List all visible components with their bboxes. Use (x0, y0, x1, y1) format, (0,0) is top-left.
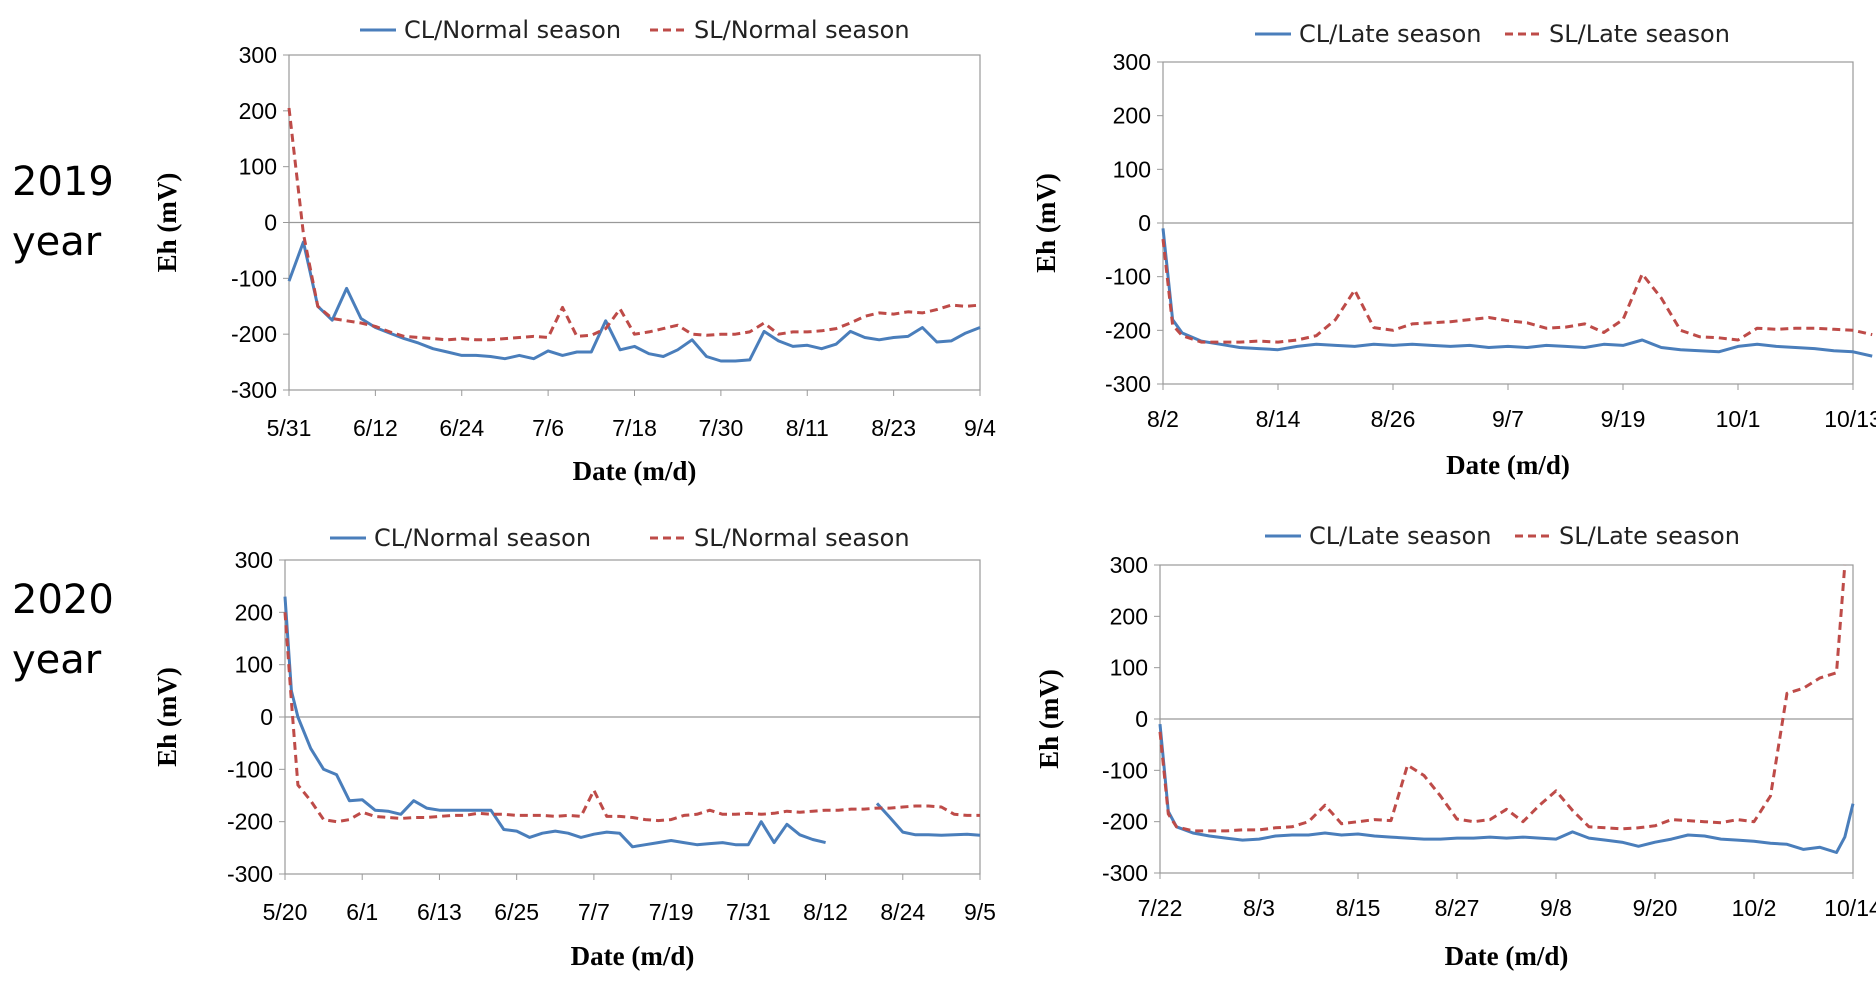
x-tick-label: 7/6 (532, 415, 564, 441)
x-tick-label: 8/2 (1147, 406, 1179, 432)
y-tick-label: -300 (231, 377, 277, 403)
y-tick-label: 300 (1113, 49, 1151, 75)
y-tick-label: 0 (1135, 706, 1148, 732)
x-tick-label: 9/5 (964, 899, 996, 925)
legend-label: SL/Late season (1559, 522, 1740, 550)
chart-3: 300 200 100 0 -100 -200 -300 5/20 6/1 6/13 6/25 7/7… (152, 524, 996, 971)
y-tick-label: -300 (1105, 371, 1151, 397)
y-tick-label: 100 (1113, 156, 1151, 182)
x-tick-label: 6/1 (346, 899, 378, 925)
x-tick-label: 9/7 (1492, 406, 1524, 432)
y-axis-label: Eh (mV) (1031, 173, 1061, 273)
x-tick-label: 7/31 (726, 899, 771, 925)
x-tick-label: 8/27 (1435, 895, 1480, 921)
x-axis-label: Date (m/d) (1446, 450, 1570, 480)
series-line-sl (283, 612, 980, 824)
legend-label: CL/Late season (1309, 522, 1491, 550)
y-axis-label: Eh (mV) (1034, 669, 1064, 769)
y-tick-label: -200 (1105, 317, 1151, 343)
row-label-suffix: year (12, 637, 102, 683)
y-tick-label: 300 (239, 42, 277, 68)
x-tick-label: 8/11 (786, 415, 829, 441)
legend-label: SL/Normal season (694, 524, 910, 552)
y-tick-label: -300 (1102, 860, 1148, 886)
x-tick-label: 9/20 (1633, 895, 1678, 921)
y-tick-label: 200 (1110, 603, 1148, 629)
y-tick-label: 100 (235, 652, 273, 678)
chart-4: 300 200 100 0 -100 -200 -300 7/22 8/3 8/15 8/27 9/8… (1034, 522, 1876, 971)
chart-1: 300 200 100 0 -100 -200 -300 5/31 6/12 6/24 7/6 7/1… (152, 16, 996, 486)
series-line-sl (287, 107, 981, 342)
y-tick-label: -200 (1102, 809, 1148, 835)
series-line-cl (287, 240, 981, 363)
y-tick-label: 100 (239, 154, 277, 180)
y-tick-label: 0 (260, 704, 273, 730)
row-label-year: 2020 (12, 577, 114, 623)
x-tick-label: 8/14 (1256, 406, 1301, 432)
x-axis-label: Date (m/d) (573, 456, 697, 486)
y-axis-label: Eh (mV) (152, 667, 182, 767)
x-tick-label: 7/18 (612, 415, 657, 441)
x-tick-label: 8/12 (803, 899, 848, 925)
x-tick-label: 6/13 (417, 899, 462, 925)
y-tick-label: -200 (227, 809, 273, 835)
y-tick-label: 0 (1138, 210, 1151, 236)
x-tick-label: 6/12 (353, 415, 398, 441)
row-label-2019: 2019 year (12, 152, 114, 272)
y-tick-label: 300 (1110, 552, 1148, 578)
y-axis-label: Eh (mV) (152, 173, 182, 273)
x-tick-label: 9/8 (1540, 895, 1572, 921)
legend-label: CL/Normal season (404, 16, 621, 44)
legend-label: CL/Normal season (374, 524, 591, 552)
y-tick-label: -200 (231, 321, 277, 347)
series-line-cl (1158, 723, 1855, 854)
y-tick-label: 0 (264, 210, 277, 236)
series-line-cl (283, 596, 981, 849)
y-tick-label: -100 (227, 756, 273, 782)
x-tick-label: 9/4 (964, 415, 996, 441)
legend-label: SL/Late season (1549, 20, 1730, 48)
series-line-sl (1161, 238, 1873, 344)
x-tick-label: 7/30 (698, 415, 743, 441)
x-tick-label: 6/24 (439, 415, 484, 441)
x-axis-label: Date (m/d) (1445, 941, 1569, 971)
row-label-2020: 2020 year (12, 570, 114, 690)
y-tick-label: 200 (235, 599, 273, 625)
y-tick-label: -300 (227, 861, 273, 887)
y-tick-label: -100 (1102, 757, 1148, 783)
x-tick-label: 8/3 (1243, 895, 1275, 921)
legend-label: SL/Normal season (694, 16, 910, 44)
x-tick-label: 8/15 (1336, 895, 1381, 921)
series-line-cl (1161, 228, 1873, 358)
chart-2: 300 200 100 0 -100 -200 -300 8/2 8/14 8/26 9/7 9/19… (1031, 20, 1876, 480)
y-tick-label: 200 (239, 98, 277, 124)
x-tick-label: 6/25 (494, 899, 539, 925)
x-tick-label: 9/19 (1601, 406, 1646, 432)
y-tick-label: -100 (231, 265, 277, 291)
x-tick-label: 7/19 (649, 899, 694, 925)
x-axis-label: Date (m/d) (571, 941, 695, 971)
x-tick-label: 10/1 (1716, 406, 1761, 432)
x-tick-label: 8/26 (1371, 406, 1416, 432)
row-label-year: 2019 (12, 159, 114, 205)
x-tick-label: 10/2 (1732, 895, 1777, 921)
y-tick-label: 200 (1113, 103, 1151, 129)
y-tick-label: 300 (235, 547, 273, 573)
series-line-sl (1158, 564, 1847, 833)
y-tick-label: 100 (1110, 655, 1148, 681)
x-tick-label: 7/7 (578, 899, 610, 925)
x-tick-label: 5/31 (267, 415, 312, 441)
x-tick-label: 8/23 (871, 415, 916, 441)
legend-label: CL/Late season (1299, 20, 1481, 48)
x-tick-label: 7/22 (1138, 895, 1183, 921)
row-label-suffix: year (12, 219, 102, 265)
y-tick-label: -100 (1105, 264, 1151, 290)
x-tick-label: 8/24 (880, 899, 925, 925)
x-tick-label: 5/20 (263, 899, 308, 925)
x-tick-label: 10/14 (1824, 895, 1876, 921)
x-tick-label: 10/13 (1824, 406, 1876, 432)
